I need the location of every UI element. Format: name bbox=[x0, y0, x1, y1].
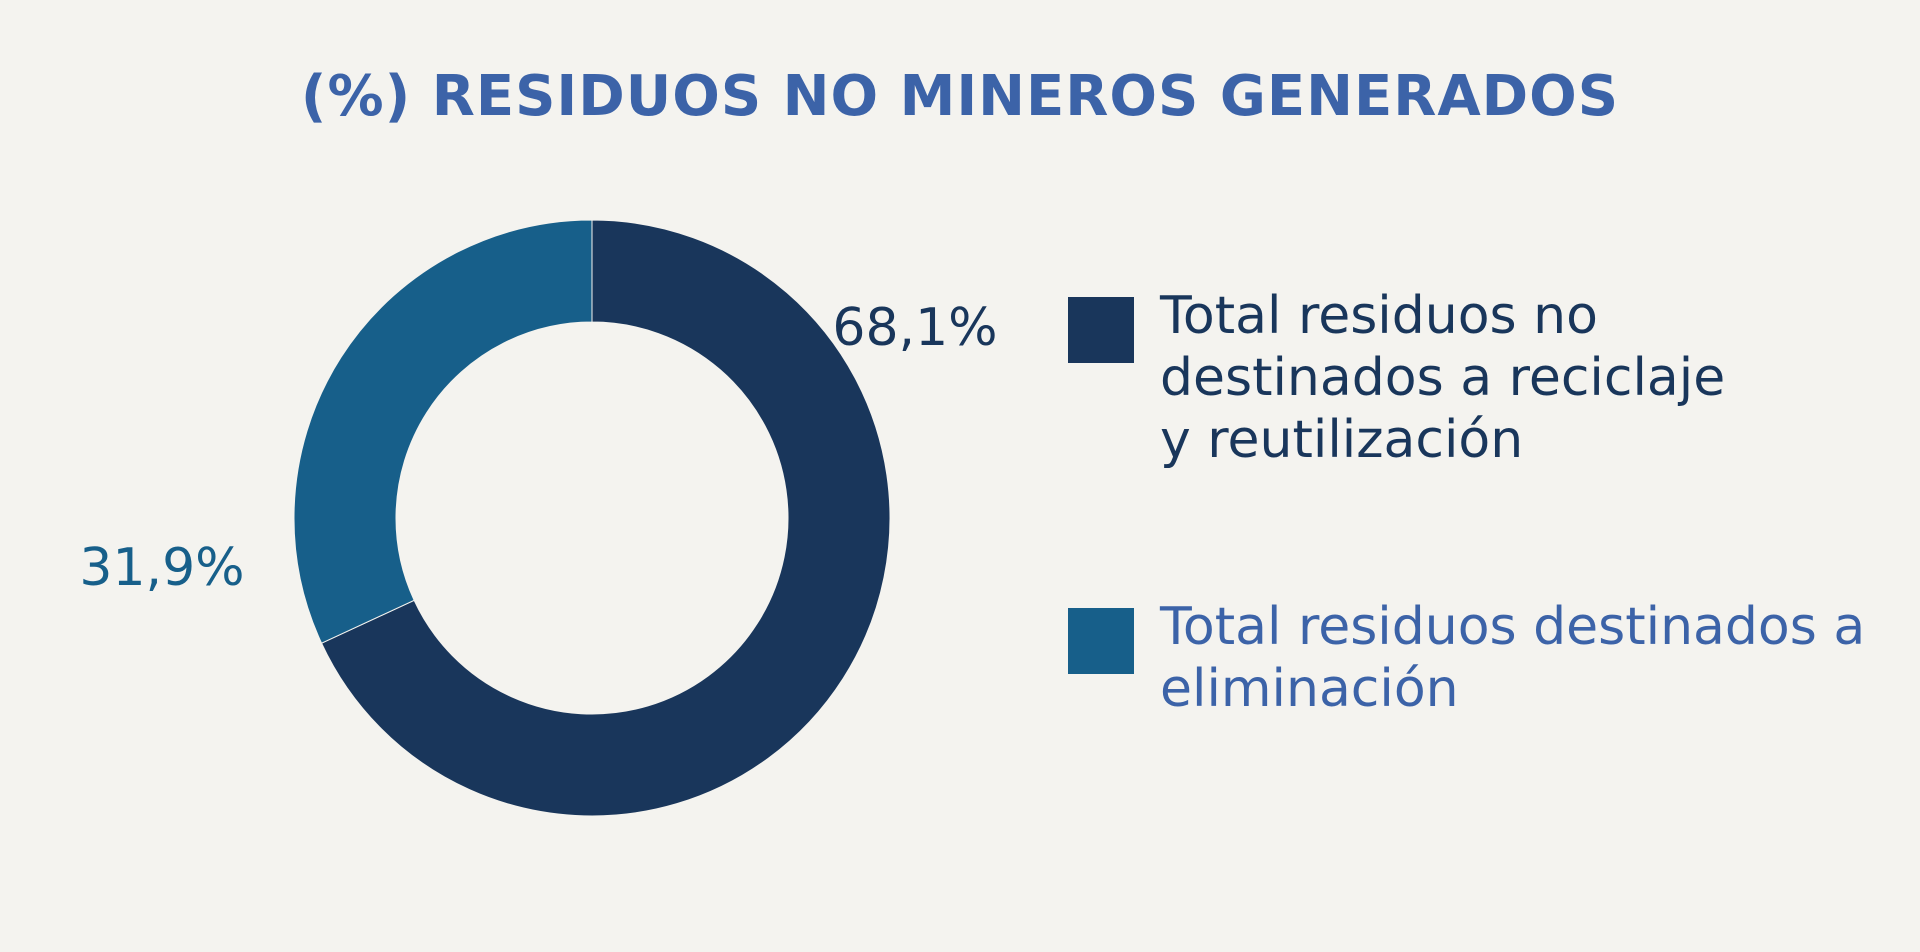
data-label-1: 68,1% bbox=[832, 298, 997, 358]
legend-label-not-recycled: Total residuos no destinados a reciclaje… bbox=[1160, 286, 1726, 470]
chart-title: (%) RESIDUOS NO MINEROS GENERADOS bbox=[300, 64, 1620, 129]
data-label-2: 31,9% bbox=[79, 538, 244, 598]
legend-label-elimination: Total residuos destinados a eliminación bbox=[1160, 597, 1866, 719]
legend-swatch-not-recycled bbox=[1068, 297, 1134, 363]
donut-slice-2 bbox=[293, 219, 593, 644]
legend-swatch-elimination bbox=[1068, 608, 1134, 674]
legend-item-elimination: Total residuos destinados a eliminación bbox=[1068, 597, 1880, 720]
donut-slice-1 bbox=[320, 219, 891, 817]
legend-item-not-recycled: Total residuos no destinados a reciclaje… bbox=[1068, 286, 1760, 471]
